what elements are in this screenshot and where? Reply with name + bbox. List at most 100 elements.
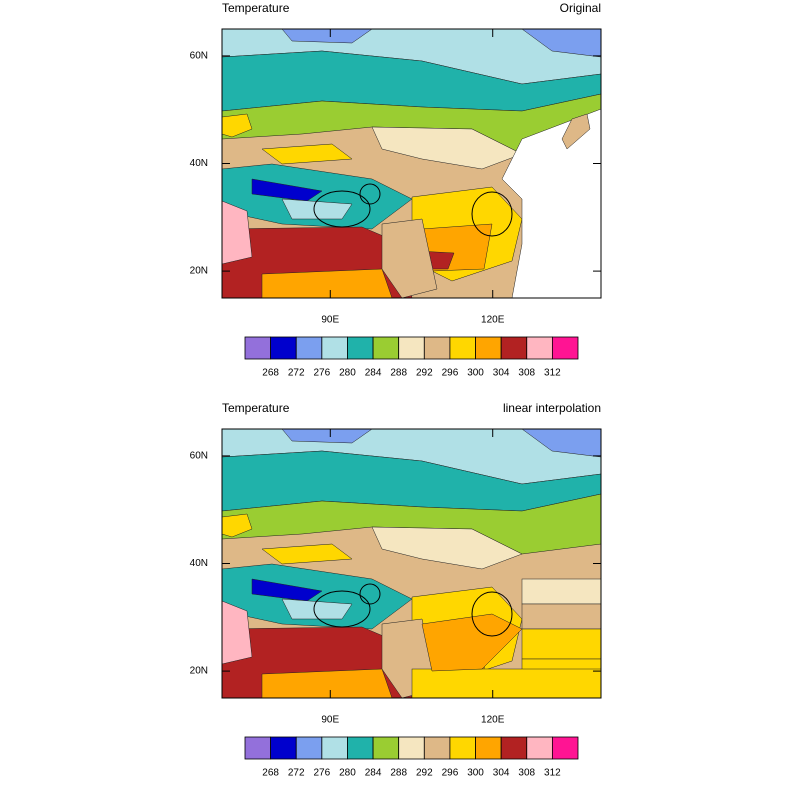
contour-region [381, 218, 438, 298]
colorbar-label: 304 [493, 768, 510, 779]
colorbar-label: 300 [467, 368, 484, 379]
lon-label: 90E [321, 315, 339, 326]
interp-stripe [521, 578, 601, 605]
region-outline [471, 191, 513, 237]
interp-stripe [411, 668, 601, 698]
contour-region [521, 29, 601, 58]
colorbar-label: 268 [262, 768, 279, 779]
region-outline [471, 591, 513, 637]
lat-label: 60N [190, 451, 208, 462]
contour-region [222, 493, 601, 555]
contour-region [222, 113, 253, 138]
region-outline [359, 183, 381, 205]
lat-label: 40N [190, 558, 208, 569]
colorbar-label: 312 [544, 768, 561, 779]
lat-label: 20N [190, 666, 208, 677]
colorbar-label: 308 [518, 768, 535, 779]
colorbar-box [347, 336, 374, 360]
colorbar-box [475, 336, 502, 360]
colorbar-label: 300 [467, 768, 484, 779]
contour-region [281, 598, 353, 620]
colorbar-box [551, 736, 579, 760]
colorbar-box [526, 736, 553, 760]
contour-region [261, 143, 353, 165]
colorbar-box [475, 736, 502, 760]
colorbar-label: 312 [544, 368, 561, 379]
interp-stripe [521, 628, 601, 660]
colorbar-box [270, 336, 297, 360]
lon-label: 120E [481, 715, 505, 726]
lat-label: 60N [190, 51, 208, 62]
colorbar-box [295, 736, 323, 760]
lat-label: 20N [190, 266, 208, 277]
contour-region [222, 513, 253, 538]
colorbar-label: 304 [493, 368, 510, 379]
colorbar-box [449, 336, 476, 360]
colorbar-box [244, 736, 272, 760]
map-field [222, 429, 601, 698]
contour-region [281, 198, 353, 220]
colorbar-box [423, 736, 451, 760]
colorbar-label: 292 [416, 768, 433, 779]
interp-region [421, 613, 523, 672]
colorbar-box [500, 736, 528, 760]
colorbar-label: 280 [339, 368, 356, 379]
colorbar-box [423, 336, 451, 360]
colorbar-box [500, 336, 528, 360]
contour-region [371, 526, 523, 570]
colorbar-box [347, 736, 374, 760]
colorbar-box [449, 736, 476, 760]
colorbar-box [295, 336, 323, 360]
colorbar-label: 276 [314, 768, 331, 779]
map-field [222, 29, 601, 298]
colorbar-box [321, 736, 348, 760]
left-title: Temperature [222, 401, 290, 415]
colorbar-label: 296 [442, 368, 459, 379]
region-outline [359, 583, 381, 605]
ocean [501, 108, 601, 298]
island [561, 113, 591, 150]
left-title: Temperature [222, 1, 290, 15]
colorbar-box [398, 736, 425, 760]
colorbar-box [372, 736, 400, 760]
contour-region [281, 429, 373, 444]
right-title: Original [560, 1, 601, 15]
colorbar-label: 276 [314, 368, 331, 379]
contour-region [222, 600, 253, 665]
contour-region [521, 429, 601, 458]
map-panel: Temperature linear interpolation 60N 40N 20N… [190, 401, 602, 779]
interp-stripe [521, 603, 601, 630]
colorbar-label: 280 [339, 768, 356, 779]
colorbar-label: 288 [390, 768, 407, 779]
colorbar-box [372, 336, 400, 360]
colorbar-box [551, 336, 579, 360]
colorbar-box [321, 336, 348, 360]
colorbar-label: 296 [442, 768, 459, 779]
contour-region [281, 29, 373, 44]
colorbar-label: 268 [262, 368, 279, 379]
region-outline [313, 590, 371, 628]
contour-region [261, 543, 353, 565]
colorbar-label: 284 [365, 368, 382, 379]
map-panel: Temperature Original 60N 40N 20N 90E 120E 268 27… [190, 1, 602, 379]
contour-region [371, 126, 523, 170]
lat-label: 40N [190, 158, 208, 169]
contour-region [261, 268, 393, 298]
colorbar-label: 272 [288, 768, 305, 779]
colorbar-box [270, 736, 297, 760]
colorbar-label: 288 [390, 368, 407, 379]
lon-label: 120E [481, 315, 505, 326]
colorbar-box [244, 336, 272, 360]
colorbar-label: 308 [518, 368, 535, 379]
colorbar-label: 284 [365, 768, 382, 779]
colorbar-box [526, 336, 553, 360]
contour-region [261, 668, 393, 698]
lon-label: 90E [321, 715, 339, 726]
colorbar-label: 272 [288, 368, 305, 379]
contour-region [222, 200, 253, 265]
colorbar-box [398, 336, 425, 360]
colorbar-label: 292 [416, 368, 433, 379]
region-outline [313, 190, 371, 228]
right-title: linear interpolation [503, 401, 601, 415]
